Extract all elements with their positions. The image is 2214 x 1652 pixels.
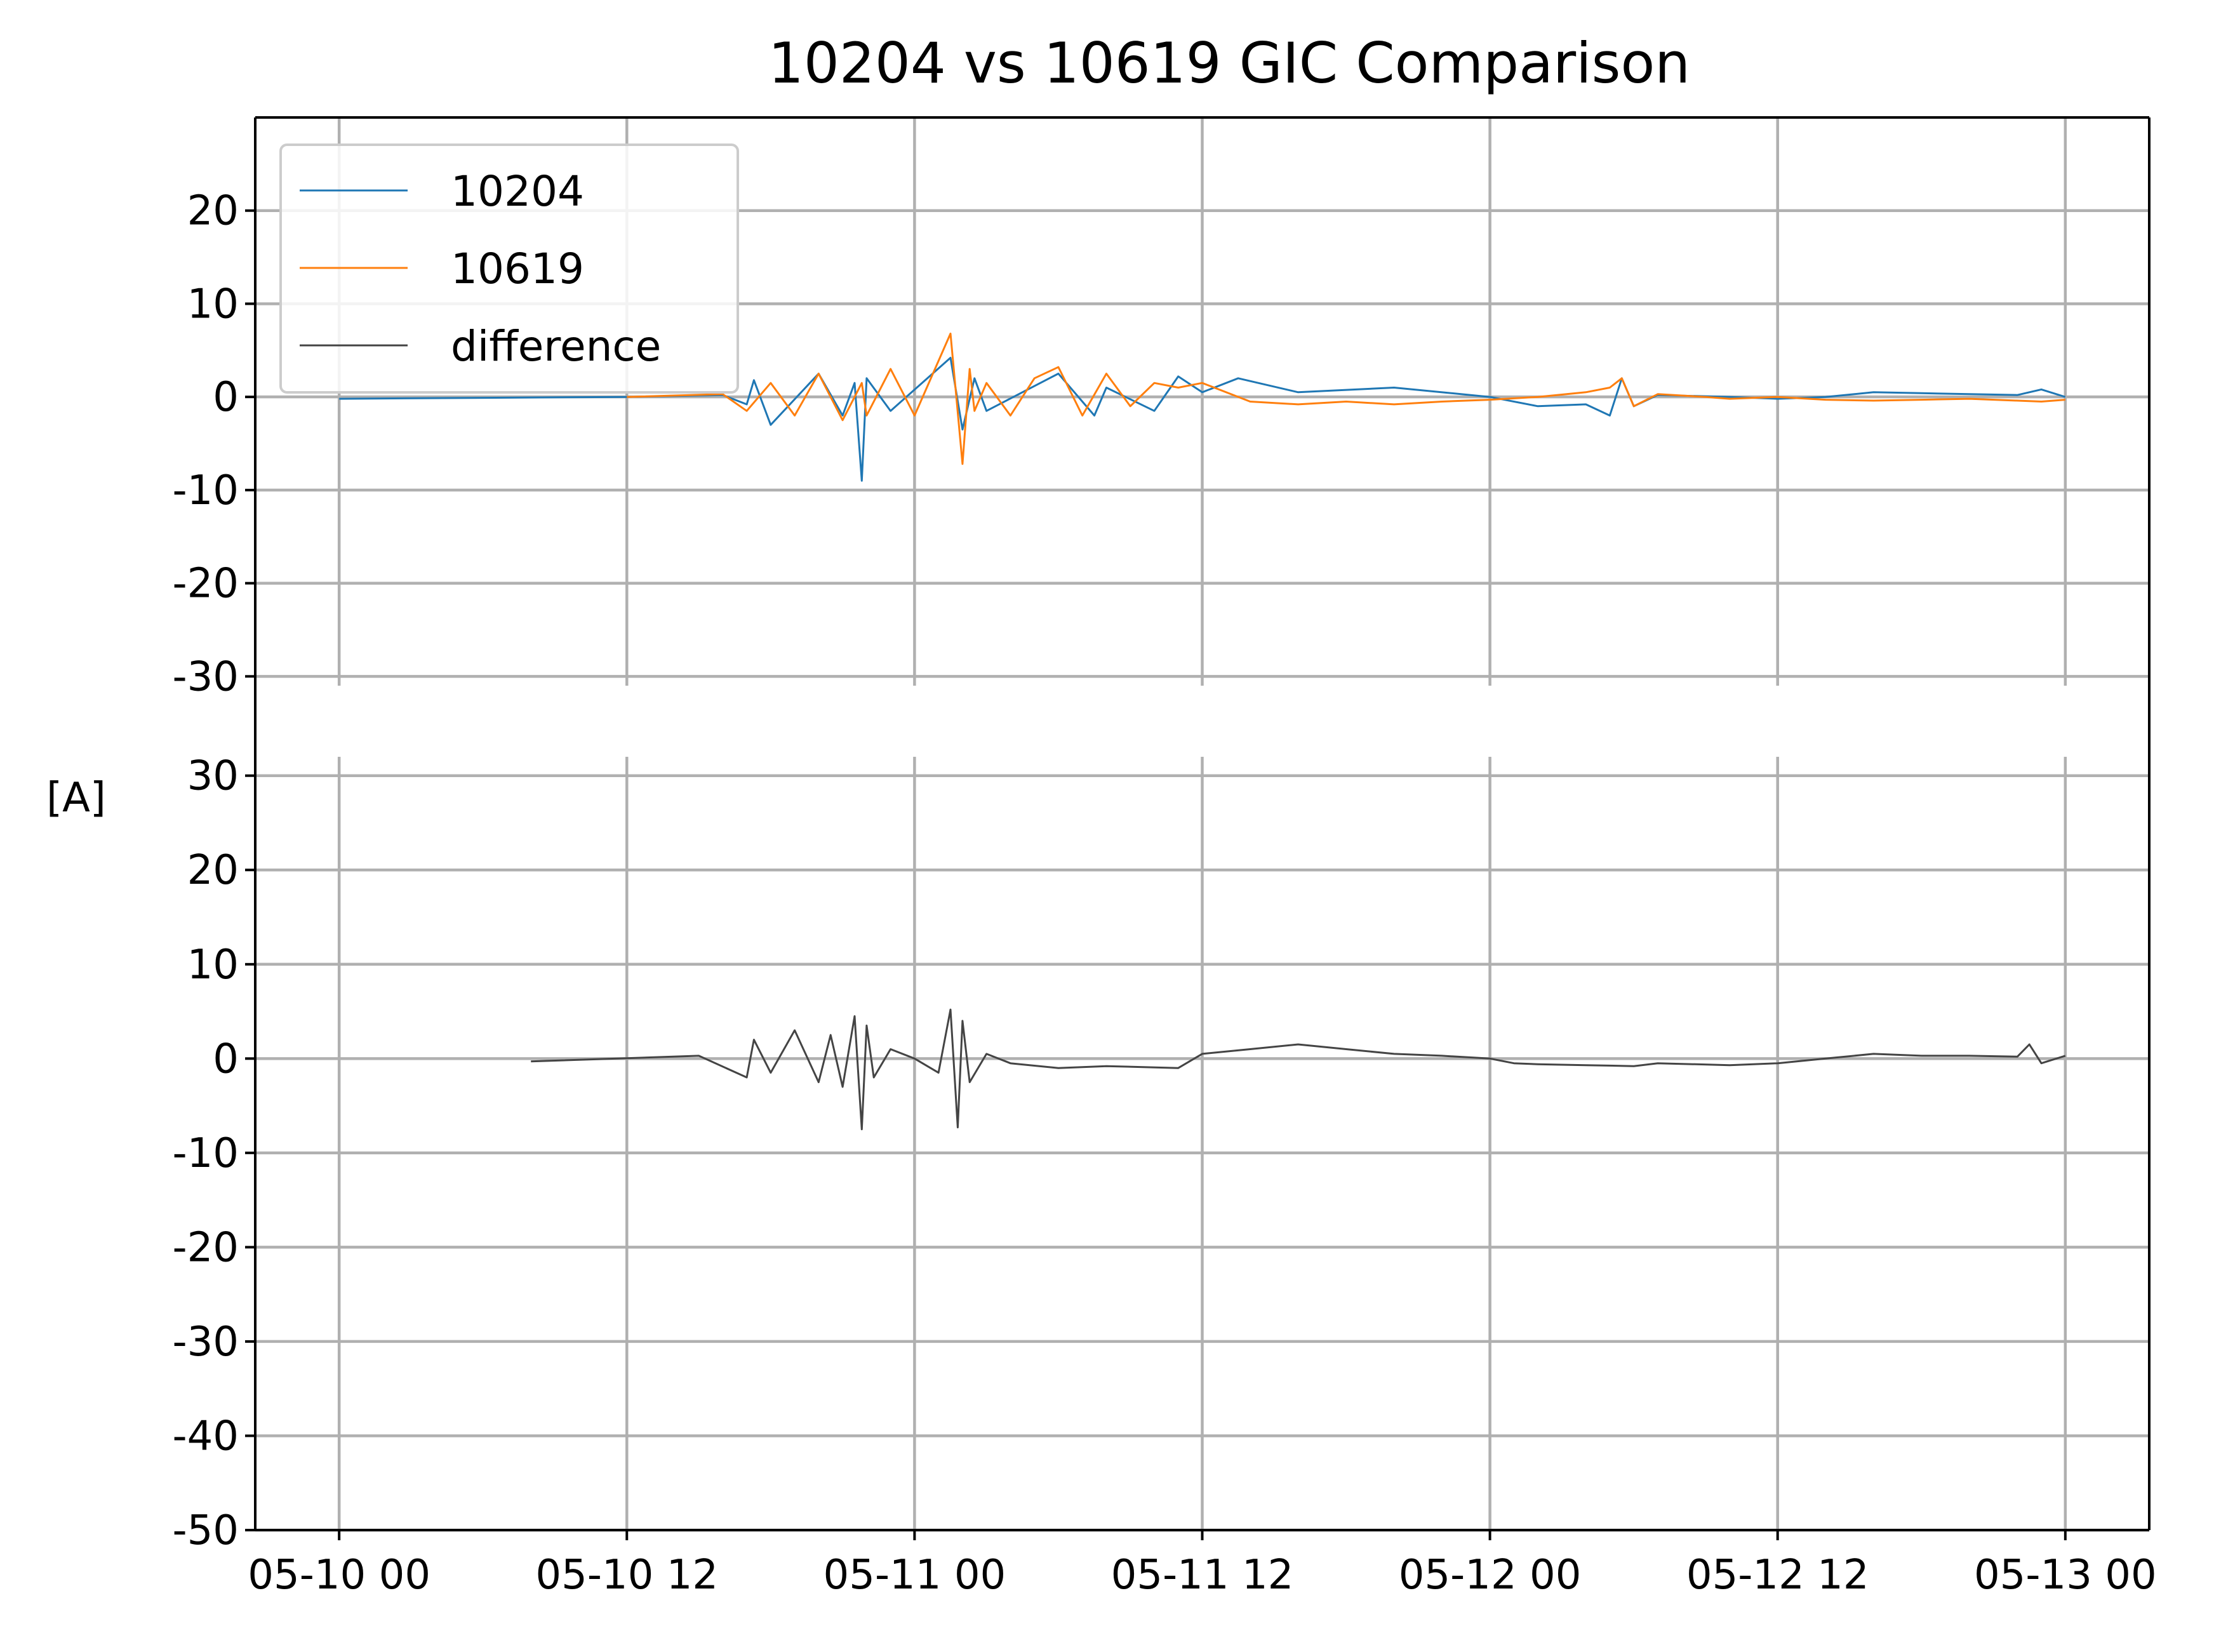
legend: 10204 10619 difference — [279, 143, 739, 394]
y-tick-label: 10 — [187, 942, 239, 989]
x-tick-label: 05-10 00 — [248, 1552, 430, 1599]
y-tick-label: 30 — [187, 753, 239, 800]
x-tick-label: 05-11 12 — [1111, 1552, 1294, 1599]
y-tick-label: 20 — [187, 847, 239, 894]
series-line-difference — [531, 1008, 2066, 1131]
legend-label: 10619 — [451, 244, 584, 293]
y-tick-label: -40 — [172, 1413, 239, 1460]
panel-bottom: 30 20 10 0 -10 -20 -30 -40 -50 — [172, 753, 2149, 1554]
y-tick-label: -10 — [172, 467, 239, 514]
y-tick-label: -20 — [172, 561, 239, 608]
y-tick-label: 10 — [187, 281, 239, 328]
y-tick-label: -50 — [172, 1507, 239, 1554]
x-tick-label: 05-12 12 — [1686, 1552, 1869, 1599]
y-tick-label: 20 — [187, 188, 239, 235]
legend-frame — [279, 143, 739, 394]
chart-title: 10204 vs 10619 GIC Comparison — [768, 30, 1690, 96]
y-tick-label: -30 — [172, 1319, 239, 1366]
y-tick-label: 0 — [213, 1036, 239, 1082]
series-line-10204 — [339, 357, 2066, 482]
legend-label: difference — [451, 322, 661, 371]
y-tick-label: -30 — [172, 653, 239, 700]
y-tick-label: -20 — [172, 1224, 239, 1271]
x-tick-label: 05-11 00 — [824, 1552, 1006, 1599]
x-tick-label: 05-10 12 — [535, 1552, 718, 1599]
x-tick-label: 05-12 00 — [1399, 1552, 1582, 1599]
y-axis-label: [A] — [46, 775, 106, 822]
y-tick-label: 0 — [213, 374, 239, 421]
series-line-10619 — [627, 332, 2065, 465]
x-tick-label: 05-13 00 — [1974, 1552, 2157, 1599]
legend-label: 10204 — [451, 167, 584, 216]
y-tick-label: -10 — [172, 1130, 239, 1177]
